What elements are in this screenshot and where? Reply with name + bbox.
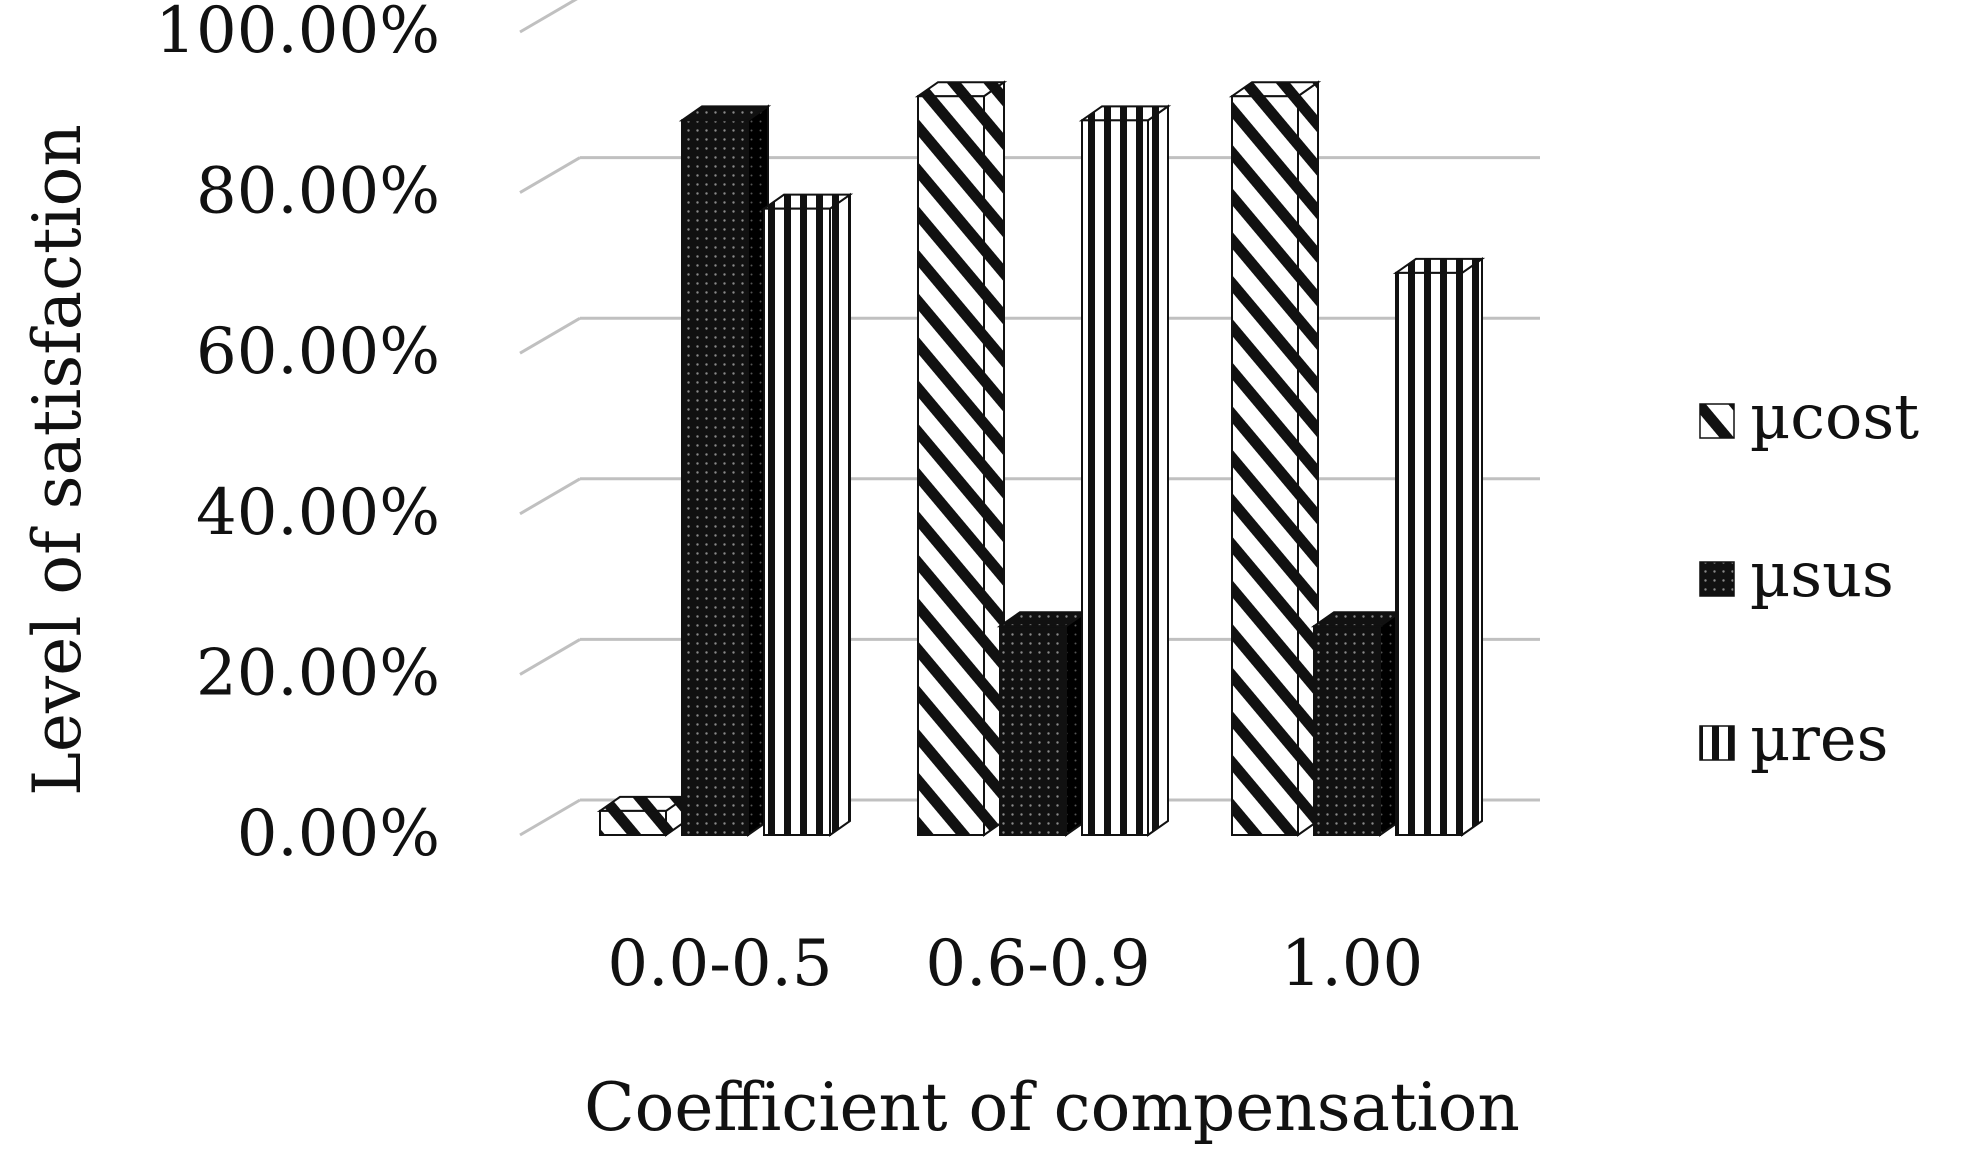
bar	[678, 104, 772, 837]
legend-item: µcost	[1699, 380, 1919, 453]
legend-label: µsus	[1750, 538, 1894, 611]
legend-swatch	[1699, 725, 1735, 761]
bar	[1228, 80, 1322, 837]
y-tick-label: 40.00%	[196, 476, 440, 550]
bar	[1310, 610, 1404, 837]
gridline-depth	[519, 0, 578, 34]
bars	[596, 80, 1486, 837]
bar	[596, 794, 690, 837]
x-tick-label: 1.00	[1281, 927, 1424, 1001]
gridline-depth	[519, 316, 581, 355]
legend-item: µsus	[1699, 538, 1894, 611]
bar	[914, 80, 1008, 837]
legend-label: µcost	[1750, 380, 1919, 453]
legend: µcost µsus µres	[1699, 380, 1919, 775]
x-axis-ticks: 0.0-0.5 0.6-0.9 1.00	[607, 927, 1423, 1001]
x-axis-title: Coefficient of compensation	[584, 1069, 1520, 1146]
legend-swatch	[1699, 561, 1735, 597]
y-axis-ticks: 0.00% 20.00% 40.00% 60.00% 80.00% 100.00%	[155, 0, 440, 871]
y-tick-label: 0.00%	[237, 797, 440, 871]
x-tick-label: 0.0-0.5	[607, 927, 832, 1001]
bar	[1392, 256, 1486, 837]
x-tick-label: 0.6-0.9	[925, 927, 1150, 1001]
y-tick-label: 60.00%	[196, 315, 440, 389]
gridline-depth	[519, 156, 581, 194]
gridline-depth	[519, 638, 581, 676]
y-axis-title: Level of satisfaction	[19, 124, 96, 796]
y-tick-label: 100.00%	[155, 0, 440, 68]
bar	[996, 610, 1090, 837]
legend-item: µres	[1699, 702, 1888, 775]
legend-label: µres	[1750, 702, 1888, 775]
gridline-depth	[519, 798, 581, 837]
bar	[760, 192, 854, 837]
y-tick-label: 80.00%	[196, 155, 440, 229]
legend-swatch	[1699, 403, 1735, 439]
gridline-depth	[519, 477, 581, 516]
y-tick-label: 20.00%	[196, 636, 440, 710]
bar	[1078, 104, 1172, 837]
